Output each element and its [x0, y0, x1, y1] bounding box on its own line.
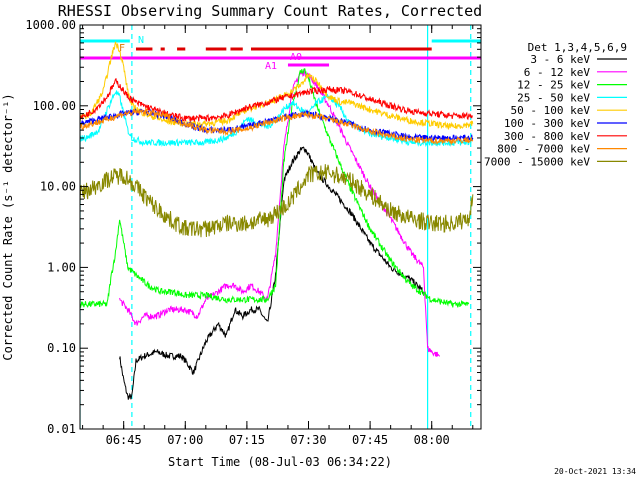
x-tick-label: 07:15: [229, 433, 265, 447]
y-tick-label: 100.00: [33, 99, 76, 113]
legend-entry-label: 3 - 6 keV: [530, 53, 590, 66]
y-tick-label: 1000.00: [25, 18, 76, 32]
plot-frame: [79, 24, 482, 430]
x-tick-label: 06:45: [106, 433, 142, 447]
flag-label-attenuator_1: A1: [265, 61, 277, 72]
legend-entry-label: 25 - 50 keV: [517, 91, 590, 104]
flag-label-attenuator_0: A0: [290, 52, 302, 63]
series-line-2: [80, 68, 470, 308]
series-line-0: [119, 146, 424, 400]
legend-entry-label: 300 - 800 keV: [504, 130, 590, 143]
y-tick-label: 0.10: [47, 341, 76, 355]
legend-entry-label: 100 - 300 keV: [504, 117, 590, 130]
legend-title: Det 1,3,4,5,6,9: [528, 41, 627, 54]
flag-labels: N F A0 A1: [119, 35, 302, 72]
x-tick-label: 07:00: [167, 433, 203, 447]
x-axis: 06:45 07:00 07:15 07:30 07:45 08:00: [82, 25, 474, 447]
chart-title: RHESSI Observing Summary Count Rates, Co…: [58, 2, 482, 20]
series-lines: [80, 41, 474, 400]
series-line-6: [80, 77, 473, 123]
y-axis-label: Corrected Count Rate (s⁻¹ detector⁻¹): [1, 93, 15, 360]
legend-entry-label: 7000 - 15000 keV: [484, 155, 590, 168]
series-line-8: [80, 164, 474, 238]
x-tick-label: 07:30: [290, 433, 326, 447]
x-tick-label: 08:00: [414, 433, 450, 447]
x-tick-label: 07:45: [352, 433, 388, 447]
flag-label-flare: F: [119, 43, 125, 54]
y-tick-label: 1.00: [47, 260, 76, 274]
flag-label-night: N: [138, 35, 144, 46]
y-tick-label: 0.01: [47, 422, 76, 436]
series-line-7: [80, 108, 474, 146]
series-line-4: [80, 41, 474, 130]
vertical-markers: [80, 25, 472, 429]
legend-entry-label: 800 - 7000 keV: [497, 143, 590, 156]
legend-entry-label: 12 - 25 keV: [517, 79, 590, 92]
flag-bars: [80, 39, 481, 67]
y-tick-label: 10.00: [40, 180, 76, 194]
y-axis: 0.01 0.10 1.00 10.00 100.00 1000.00: [25, 18, 481, 436]
timestamp: 20-Oct-2021 13:34: [554, 467, 636, 476]
legend-entry-label: 6 - 12 keV: [524, 66, 591, 79]
legend-entry-label: 50 - 100 keV: [511, 104, 591, 117]
x-axis-label: Start Time (08-Jul-03 06:34:22): [168, 455, 392, 469]
